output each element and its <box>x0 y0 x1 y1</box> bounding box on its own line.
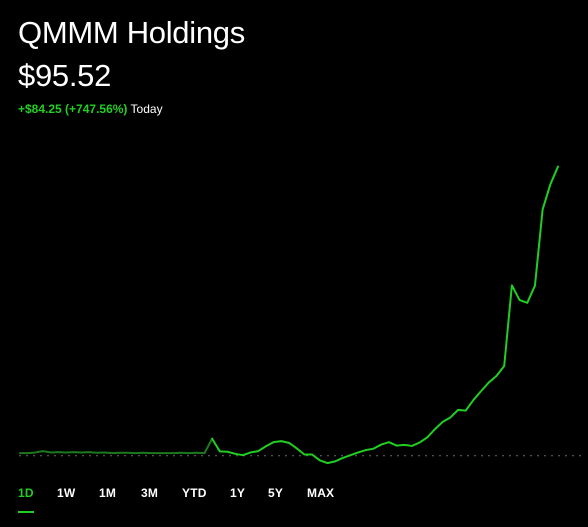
baseline-dot <box>551 454 553 457</box>
baseline-dot <box>208 454 210 457</box>
baseline-dot <box>495 454 497 457</box>
baseline-dot <box>488 454 490 457</box>
baseline-dot <box>432 454 434 457</box>
price-change-row: +$84.25 (+747.56%) Today <box>18 101 245 117</box>
baseline-dot <box>236 454 238 457</box>
baseline-dot <box>229 454 231 457</box>
baseline-dot <box>201 454 203 457</box>
stock-price: $95.52 <box>18 58 112 93</box>
baseline-dot <box>173 454 175 457</box>
stock-header: QMMM Holdings $95.52 +$84.25 (+747.56%) … <box>18 14 245 117</box>
baseline-dot <box>425 454 427 457</box>
baseline-dot <box>369 454 371 457</box>
baseline-dot <box>341 454 343 457</box>
baseline-dot <box>278 454 280 457</box>
baseline-dot <box>89 454 91 457</box>
baseline-dot <box>194 454 196 457</box>
baseline-dot <box>558 454 560 457</box>
baseline-dot <box>544 454 546 457</box>
baseline-dot <box>250 454 252 457</box>
baseline-dot <box>103 454 105 457</box>
range-tab-1y[interactable]: 1Y <box>230 486 246 500</box>
baseline-dot <box>516 454 518 457</box>
baseline-dot <box>565 454 567 457</box>
baseline-dot <box>439 454 441 457</box>
baseline-dot <box>96 454 98 457</box>
range-tab-1m[interactable]: 1M <box>99 486 117 500</box>
price-line-premarket <box>19 437 214 455</box>
baseline-dot <box>26 454 28 457</box>
active-tab-indicator <box>18 511 34 513</box>
baseline-dot <box>138 454 140 457</box>
baseline-dot <box>40 454 42 457</box>
baseline-dot <box>362 454 364 457</box>
price-series <box>19 165 559 465</box>
baseline-dot <box>285 454 287 457</box>
time-range-tabs: 1D 1W 1M 3M YTD 1Y 5Y MAX <box>0 478 588 527</box>
range-tab-max[interactable]: MAX <box>307 486 335 500</box>
baseline-dot <box>117 454 119 457</box>
baseline-dot <box>579 454 581 457</box>
baseline-dot <box>509 454 511 457</box>
baseline-dot <box>82 454 84 457</box>
baseline-dot <box>47 454 49 457</box>
baseline-dot <box>264 454 266 457</box>
baseline-dot <box>404 454 406 457</box>
baseline-dot <box>299 454 301 457</box>
baseline-dot <box>75 454 77 457</box>
baseline-dot <box>397 454 399 457</box>
baseline-dot <box>257 454 259 457</box>
baseline-dot <box>502 454 504 457</box>
baseline-dot <box>334 454 336 457</box>
price-line-regular <box>211 165 559 465</box>
price-chart[interactable] <box>0 140 588 470</box>
baseline-dot <box>152 454 154 457</box>
baseline-dot <box>376 454 378 457</box>
baseline-dot <box>271 454 273 457</box>
baseline-dot <box>446 454 448 457</box>
baseline-dot <box>61 454 63 457</box>
baseline-dot <box>530 454 532 457</box>
baseline-dot <box>467 454 469 457</box>
baseline-dot <box>54 454 56 457</box>
price-change-period: Today <box>130 102 163 116</box>
baseline-dot <box>33 454 35 457</box>
baseline-dot <box>383 454 385 457</box>
baseline-dot <box>159 454 161 457</box>
baseline-dot <box>110 454 112 457</box>
baseline-dot <box>572 454 574 457</box>
range-tab-5y[interactable]: 5Y <box>268 486 284 500</box>
range-tab-ytd[interactable]: YTD <box>182 486 207 500</box>
baseline-dot <box>215 454 217 457</box>
baseline-dot <box>355 454 357 457</box>
baseline-dot <box>537 454 539 457</box>
baseline-dot <box>124 454 126 457</box>
stock-name: QMMM Holdings <box>18 15 245 50</box>
baseline-dot <box>460 454 462 457</box>
baseline-dot <box>481 454 483 457</box>
price-change-value: +$84.25 (+747.56%) <box>18 102 128 116</box>
baseline-dot <box>222 454 224 457</box>
range-tab-1d[interactable]: 1D <box>18 486 34 500</box>
baseline-dot <box>453 454 455 457</box>
baseline-dot <box>390 454 392 457</box>
baseline-dot <box>320 454 322 457</box>
baseline-dot <box>418 454 420 457</box>
baseline-dot <box>411 454 413 457</box>
baseline-dot <box>327 454 329 457</box>
baseline-dot <box>523 454 525 457</box>
baseline-dot <box>166 454 168 457</box>
range-tab-3m[interactable]: 3M <box>141 486 159 500</box>
baseline-dot <box>292 454 294 457</box>
baseline-dot <box>474 454 476 457</box>
baseline-dot <box>19 454 21 457</box>
baseline-dot <box>68 454 70 457</box>
baseline-dot <box>187 454 189 457</box>
range-tab-1w[interactable]: 1W <box>57 486 76 500</box>
baseline-dot <box>145 454 147 457</box>
baseline-dot <box>180 454 182 457</box>
previous-close-line <box>19 454 581 457</box>
baseline-dot <box>131 454 133 457</box>
